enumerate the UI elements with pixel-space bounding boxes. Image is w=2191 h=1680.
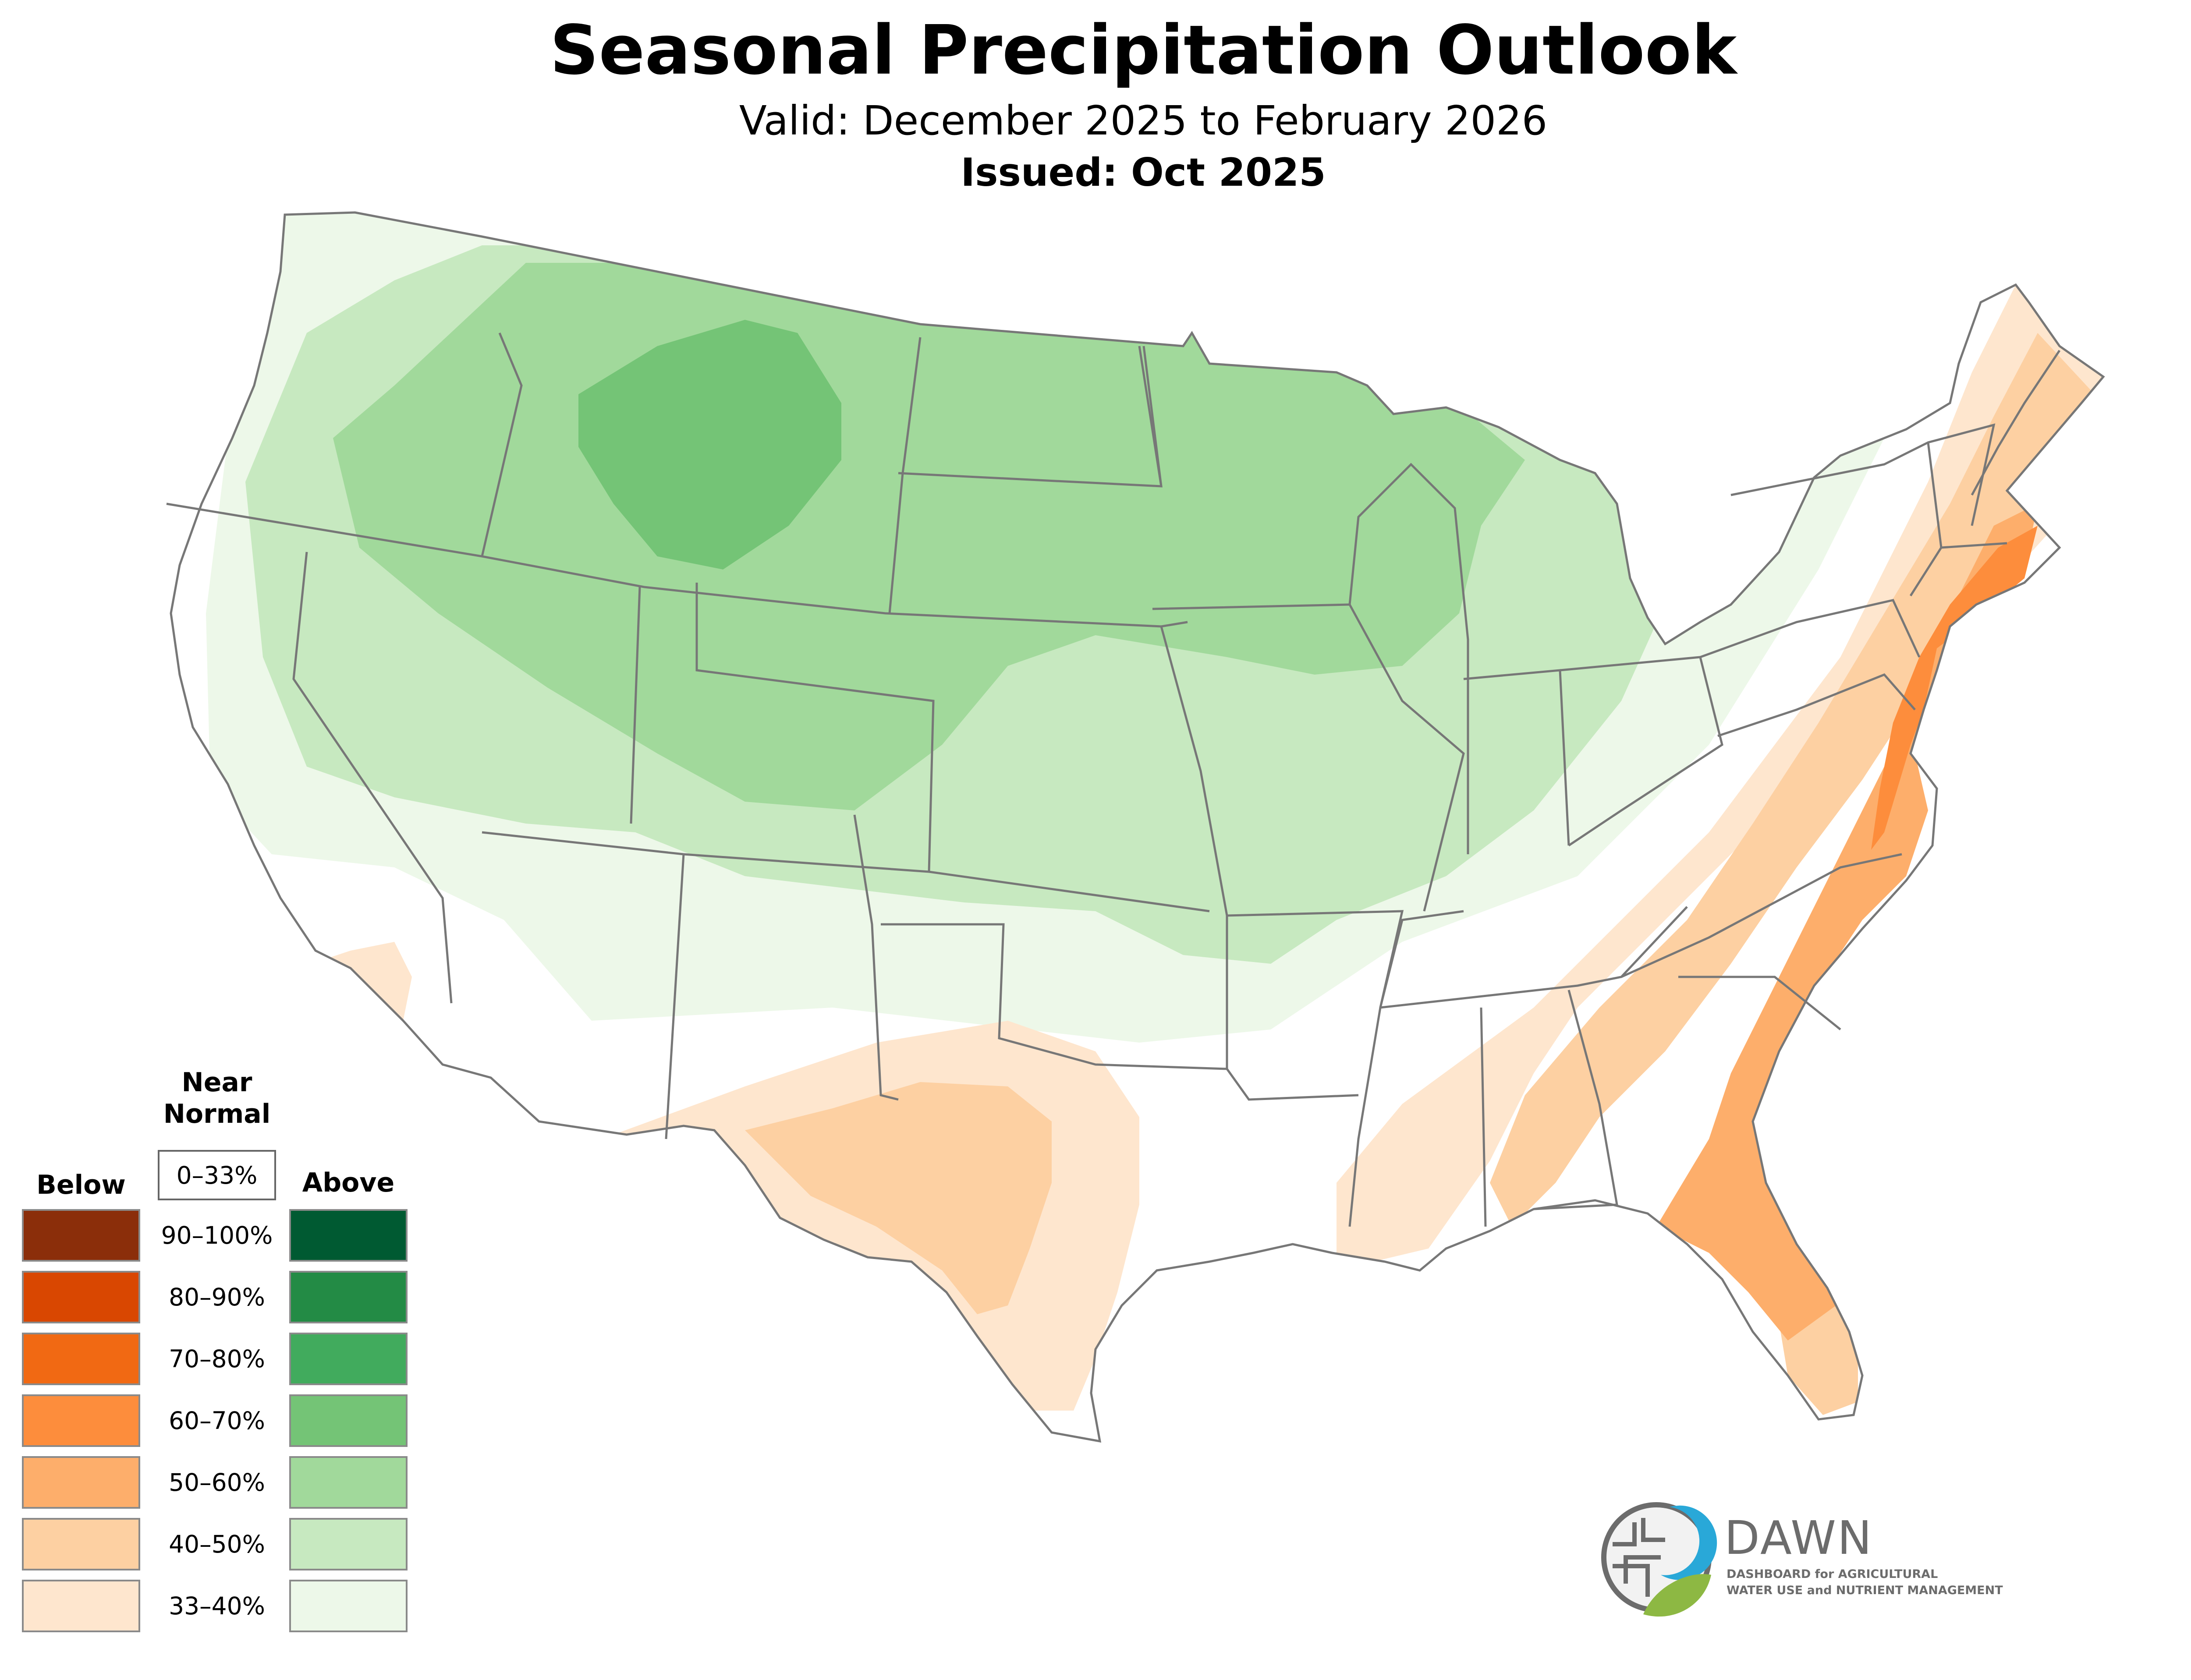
- below-40-50-region-texas: [745, 1082, 1052, 1314]
- legend-range-label: 40–50%: [169, 1530, 265, 1558]
- dawn-logo-wordmark: DAWN: [1724, 1511, 1873, 1565]
- below-swatch: [22, 1209, 140, 1262]
- below-50-60-region: [1656, 504, 2038, 1340]
- below-swatch: [22, 1580, 140, 1632]
- above-swatch: [289, 1580, 408, 1632]
- below-swatch: [22, 1518, 140, 1570]
- legend-range-label: 60–70%: [169, 1407, 265, 1435]
- dawn-logo-line1: DASHBOARD for AGRICULTURAL: [1727, 1567, 1938, 1581]
- above-60-70-region: [578, 320, 841, 569]
- state-boundaries: [166, 212, 2103, 1441]
- below-heading: Below: [36, 1170, 126, 1200]
- above-swatch: [289, 1271, 408, 1323]
- near-normal-range: 0–33%: [158, 1150, 276, 1200]
- legend-range-label: 90–100%: [161, 1221, 273, 1249]
- legend-range-label: 70–80%: [169, 1345, 265, 1373]
- header: Seasonal Precipitation Outlook Valid: De…: [0, 9, 2191, 198]
- legend-range-label: 50–60%: [169, 1468, 265, 1496]
- below-60-70-region: [1871, 526, 2038, 850]
- dawn-logo-icon: [1601, 1502, 1717, 1617]
- below-swatch: [22, 1271, 140, 1323]
- map-title: Seasonal Precipitation Outlook: [550, 11, 1737, 90]
- legend-range-label: 80–90%: [169, 1283, 265, 1311]
- near-normal-heading: Near Normal: [163, 1067, 271, 1129]
- above-swatch: [289, 1456, 408, 1509]
- above-heading: Above: [302, 1167, 395, 1198]
- below-swatch: [22, 1394, 140, 1447]
- issued-date: Issued: Oct 2025: [961, 150, 1326, 195]
- above-swatch: [289, 1209, 408, 1262]
- below-swatch: [22, 1456, 140, 1509]
- above-swatch: [289, 1333, 408, 1385]
- valid-period: Valid: December 2025 to February 2026: [739, 97, 1548, 144]
- below-40-50-region: [1490, 333, 2095, 1227]
- above-swatch: [289, 1518, 408, 1570]
- below-swatch: [22, 1333, 140, 1385]
- dawn-logo-line2: WATER USE and NUTRIENT MANAGEMENT: [1727, 1584, 2003, 1597]
- legend-range-label: 33–40%: [169, 1592, 265, 1620]
- above-swatch: [289, 1394, 408, 1447]
- below-33-40-region-east: [1337, 285, 2103, 1270]
